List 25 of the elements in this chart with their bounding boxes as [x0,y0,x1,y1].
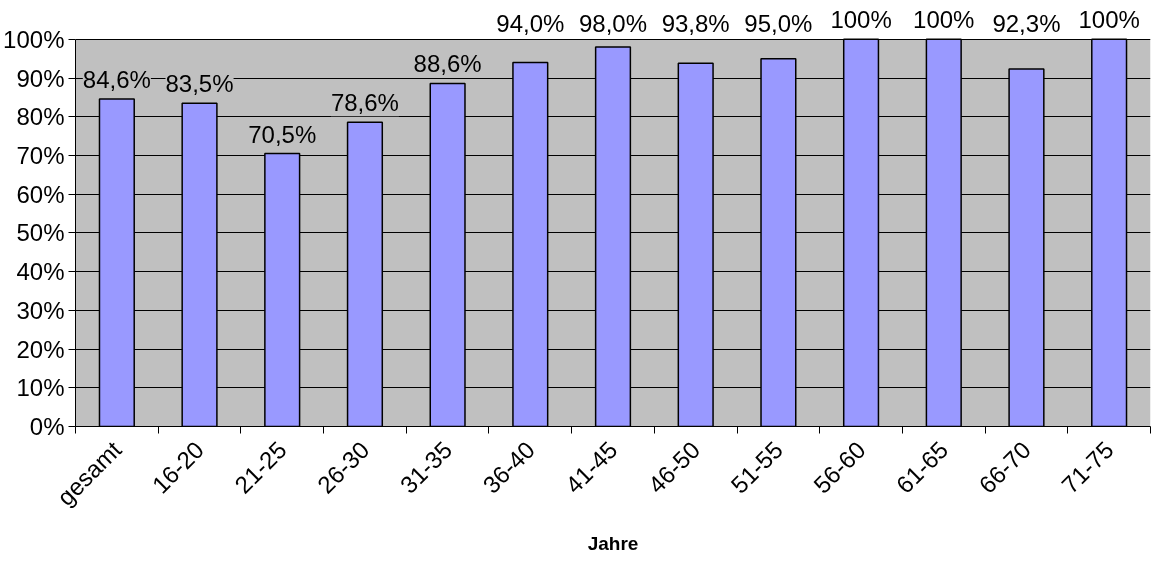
data-label: 78,6% [330,89,399,117]
y-tick-label: 70% [16,141,65,169]
data-label: 83,5% [165,70,234,98]
data-label: 70,5% [248,120,317,148]
data-label: 84,6% [82,65,151,93]
data-label: 92,3% [992,10,1061,38]
y-tick-label: 30% [16,296,65,324]
data-label: 88,6% [413,50,482,78]
data-label: 98,0% [578,10,648,38]
y-tick-label: 10% [16,374,65,402]
data-label: 100% [830,6,892,34]
y-tick-label: 100% [3,25,65,53]
data-label: 100% [913,6,975,34]
data-label: 100% [1078,6,1140,34]
y-tick-label: 0% [29,413,65,440]
y-tick-label: 90% [16,64,65,92]
data-label: 94,0% [496,10,565,38]
x-axis-title: Jahre [587,533,639,555]
y-tick-label: 80% [16,103,65,131]
y-tick-label: 50% [16,219,65,247]
y-tick-label: 20% [16,335,65,363]
y-tick-label: 60% [16,180,65,208]
y-tick-label: 40% [16,258,65,286]
data-label: 93,8% [661,10,730,38]
data-label: 95,0% [744,10,813,38]
